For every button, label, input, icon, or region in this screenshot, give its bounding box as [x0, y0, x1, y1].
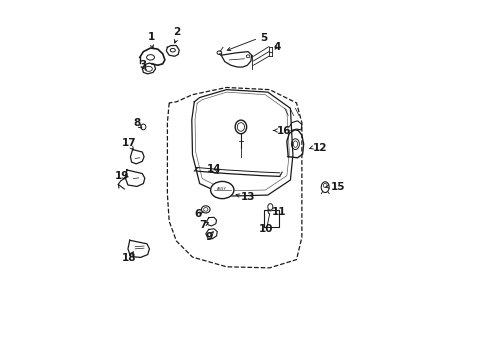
Ellipse shape — [141, 124, 145, 130]
Text: 1: 1 — [147, 32, 155, 42]
Text: 3: 3 — [140, 60, 147, 70]
Text: 10: 10 — [258, 225, 273, 234]
Text: 4: 4 — [273, 42, 280, 52]
Ellipse shape — [210, 181, 233, 199]
Ellipse shape — [267, 204, 272, 210]
Text: 9: 9 — [204, 232, 212, 242]
Text: 6: 6 — [194, 209, 201, 219]
Text: 5: 5 — [260, 33, 267, 43]
Ellipse shape — [235, 120, 246, 134]
Text: 11: 11 — [271, 207, 285, 217]
Text: 17: 17 — [122, 139, 136, 148]
Text: 19: 19 — [114, 171, 129, 181]
Text: 15: 15 — [330, 182, 345, 192]
Ellipse shape — [146, 55, 154, 60]
Text: 7: 7 — [199, 220, 206, 230]
Text: ASSY: ASSY — [217, 187, 227, 191]
Text: 16: 16 — [276, 126, 291, 136]
Text: 8: 8 — [133, 118, 140, 128]
Text: 2: 2 — [172, 27, 180, 37]
Text: 12: 12 — [312, 143, 326, 153]
Ellipse shape — [321, 182, 328, 193]
Ellipse shape — [201, 206, 210, 213]
Text: 13: 13 — [241, 192, 255, 202]
Text: 14: 14 — [206, 164, 221, 174]
Text: 18: 18 — [122, 253, 136, 263]
